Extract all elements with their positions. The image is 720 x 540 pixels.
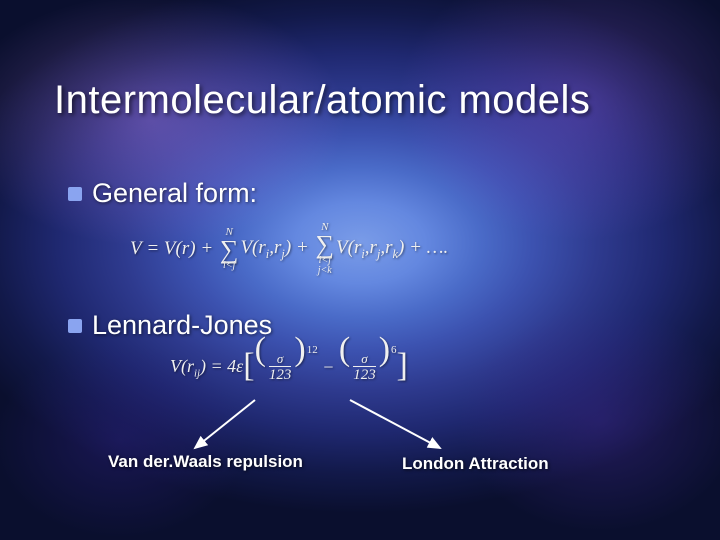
label-attraction: London Attraction [402,454,549,474]
slide: Intermolecular/atomic models General for… [0,0,720,540]
label-repulsion: Van der.Waals repulsion [108,452,303,472]
